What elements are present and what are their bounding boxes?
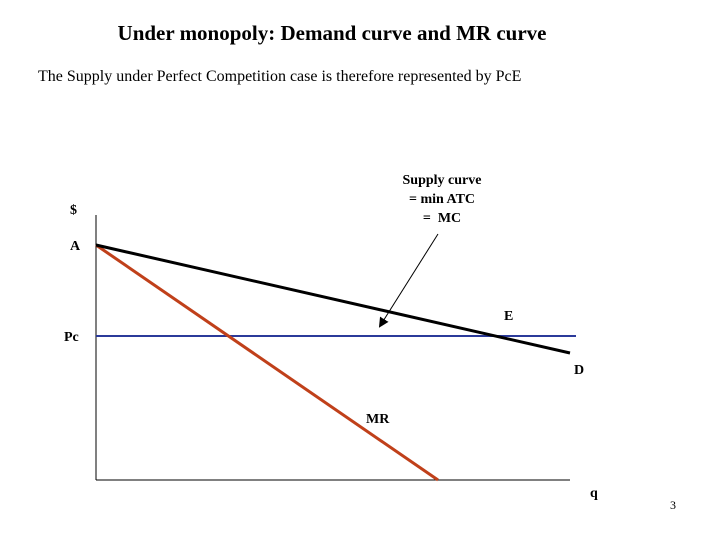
point-a: A [70,239,81,254]
note-line: = MC [423,211,461,226]
note-line: = min ATC [409,192,475,207]
subtitle: The Supply under Perfect Competition cas… [38,68,521,85]
mr-label: MR [366,412,390,427]
mr-curve [95,243,439,482]
page-number: 3 [670,498,676,512]
demand-label: D [574,363,584,378]
note-arrow [378,233,439,328]
note-line: Supply curve [403,173,482,188]
title: Under monopoly: Demand curve and MR curv… [118,21,547,45]
x-axis-label: q [590,486,598,501]
price-label: Pc [64,330,79,345]
y-axis-label: $ [70,203,77,218]
point-e: E [504,309,513,324]
demand-curve [95,243,571,355]
